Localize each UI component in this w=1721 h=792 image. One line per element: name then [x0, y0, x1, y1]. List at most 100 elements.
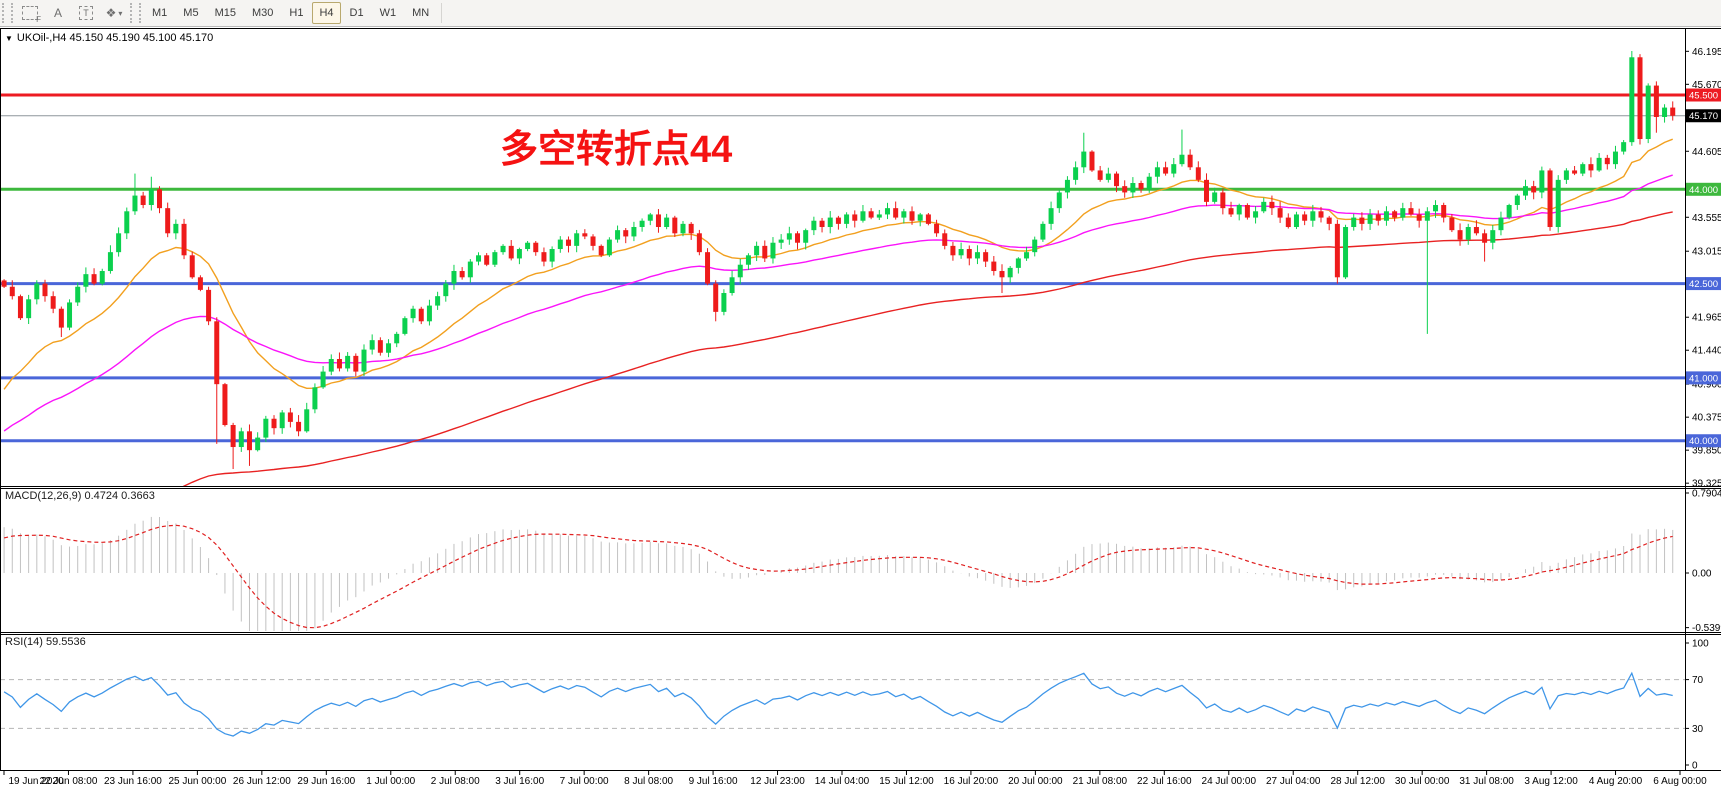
timeframe-button-m30[interactable]: M30 [251, 7, 274, 19]
price-axis[interactable]: 46.195 45.670 44.605 43.555 43.015 41.965 41.4… [1685, 47, 1721, 772]
price-badge-text: 42.500 [1689, 279, 1718, 290]
timeframe-button-m5[interactable]: M5 [183, 7, 199, 19]
timeframe-group: M1 M5 M15 M30 H1 H4 D1 W1 MN [144, 2, 437, 24]
macd-panel [3, 516, 1674, 631]
time-axis-label: 3 Jul 16:00 [495, 776, 544, 787]
price-axis-label: 40.900 [1692, 380, 1721, 391]
macd-axis-label: 0.00 [1692, 569, 1712, 580]
rsi-value: 59.5536 [45, 636, 86, 648]
symbol-title[interactable]: ▼ UKOil-,H4 45.150 45.190 45.100 45.170 [5, 32, 213, 44]
price-axis-label: 40.375 [1692, 413, 1721, 424]
price-badge-42.500 [1686, 277, 1721, 291]
price-axis-label: 39.850 [1692, 446, 1721, 457]
macd-name: MACD(12,26,9) [5, 490, 82, 502]
price-axis-label: 41.440 [1692, 346, 1721, 357]
price-axis-label: 43.555 [1692, 213, 1721, 224]
chart-shift-icon-letter: F [36, 15, 41, 24]
price-badge-45.170 [1686, 109, 1721, 123]
price-axis-label: 39.325 [1692, 479, 1721, 490]
price-badge-text: 45.500 [1689, 91, 1718, 102]
rsi-name: RSI(14) [5, 636, 43, 648]
time-axis-label: 25 Jun 00:00 [168, 776, 226, 787]
time-axis-label: 3 Aug 12:00 [1524, 776, 1578, 787]
rsi-line [3, 671, 1673, 737]
price-badge-44.000 [1686, 182, 1721, 196]
time-axis-label: 14 Jul 04:00 [815, 776, 870, 787]
price-badge-45.500 [1686, 88, 1721, 102]
toolbar-grip-2[interactable] [130, 3, 141, 23]
toolbar-separator [441, 3, 443, 23]
rsi-axis-label: 0 [1692, 761, 1698, 772]
panel-borders [0, 28, 1721, 771]
price-badge-41.000 [1686, 371, 1721, 385]
candles [1, 51, 1676, 470]
macd-signal-line [3, 524, 1673, 629]
time-axis-label: 27 Jul 04:00 [1266, 776, 1321, 787]
rsi-axis-label: 30 [1692, 724, 1704, 735]
horizontal-levels [0, 93, 1685, 443]
time-axis-label: 16 Jul 20:00 [944, 776, 999, 787]
moving-averages [3, 138, 1673, 486]
timeframe-button-m1[interactable]: M1 [152, 7, 168, 19]
time-axis-label: 9 Jul 16:00 [689, 776, 738, 787]
dropdown-arrow-icon: ▾ [118, 8, 123, 18]
symbol-ohlc-text: UKOil-,H4 45.150 45.190 45.100 45.170 [16, 32, 214, 44]
time-axis-label: 21 Jul 08:00 [1073, 776, 1128, 787]
macd-indicator-label: MACD(12,26,9) 0.4724 0.3663 [5, 490, 155, 502]
time-axis-label: 28 Jul 12:00 [1330, 776, 1385, 787]
price-badge-text: 44.000 [1689, 185, 1718, 196]
timeframe-button-m15[interactable]: M15 [214, 7, 236, 19]
cursor-arrow-icon: A [53, 6, 62, 20]
time-axis-label: 26 Jun 12:00 [233, 776, 291, 787]
chart-shift-icon [22, 6, 38, 20]
macd-axis-label: -0.5399 [1692, 623, 1721, 634]
time-axis-label: 4 Aug 20:00 [1589, 776, 1643, 787]
time-axis-label: 29 Jun 16:00 [297, 776, 355, 787]
fast-ma-line [3, 138, 1673, 390]
time-axis-label: 7 Jul 00:00 [560, 776, 609, 787]
cursor-arrow-button[interactable]: A [45, 1, 71, 25]
timeframe-button-h4[interactable]: H4 [312, 2, 341, 24]
time-axis-label: 15 Jul 12:00 [879, 776, 934, 787]
time-axis-label: 23 Jun 16:00 [104, 776, 162, 787]
chart-annotation-text: 多空转折点44 [500, 129, 733, 171]
text-label-button[interactable]: T [73, 1, 99, 25]
timeframe-button-mn[interactable]: MN [412, 7, 430, 19]
price-badge-text: 40.000 [1689, 436, 1718, 447]
time-axis-label: 2 Jul 08:00 [431, 776, 480, 787]
time-axis-label: 22 Jul 16:00 [1137, 776, 1192, 787]
time-axis-label: 8 Jul 08:00 [624, 776, 673, 787]
toolbar: F A T ❖ ▾ M1 M5 M15 M30 H1 H4 D1 W1 MN [0, 0, 1721, 27]
timeframe-button-w1[interactable]: W1 [379, 7, 397, 19]
time-axis-label: 31 Jul 08:00 [1459, 776, 1514, 787]
time-axis-label: 24 Jul 00:00 [1202, 776, 1257, 787]
medium-ma-line [3, 174, 1673, 432]
price-badge-40.000 [1686, 434, 1721, 448]
price-axis-label: 45.670 [1692, 80, 1721, 91]
collapse-triangle-icon[interactable]: ▼ [5, 34, 13, 43]
text-label-icon: T [79, 6, 93, 20]
chart-shift-button[interactable]: F [17, 1, 43, 25]
time-axis-label: 12 Jul 23:00 [750, 776, 805, 787]
macd-axis-label: 0.7904 [1692, 489, 1721, 500]
price-axis-label: 43.015 [1692, 247, 1721, 258]
time-axis-label: 30 Jul 00:00 [1395, 776, 1450, 787]
timeframe-button-d1[interactable]: D1 [349, 7, 364, 19]
price-axis-label: 44.605 [1692, 147, 1721, 158]
time-axis-label: 22 Jun 08:00 [40, 776, 98, 787]
time-axis-label: 1 Jul 00:00 [366, 776, 415, 787]
timeframe-button-h1[interactable]: H1 [289, 7, 304, 19]
macd-values: 0.4724 0.3663 [84, 490, 155, 502]
rsi-panel [0, 671, 1685, 737]
shapes-icon: ❖ [105, 6, 117, 20]
time-axis-label: 20 Jul 00:00 [1008, 776, 1063, 787]
shapes-button[interactable]: ❖ ▾ [101, 1, 127, 25]
rsi-axis-label: 70 [1692, 675, 1704, 686]
rsi-indicator-label: RSI(14) 59.5536 [5, 636, 86, 648]
rsi-axis-label: 100 [1692, 639, 1709, 650]
time-axis-label: 6 Aug 00:00 [1653, 776, 1707, 787]
toolbar-grip[interactable] [2, 3, 13, 23]
